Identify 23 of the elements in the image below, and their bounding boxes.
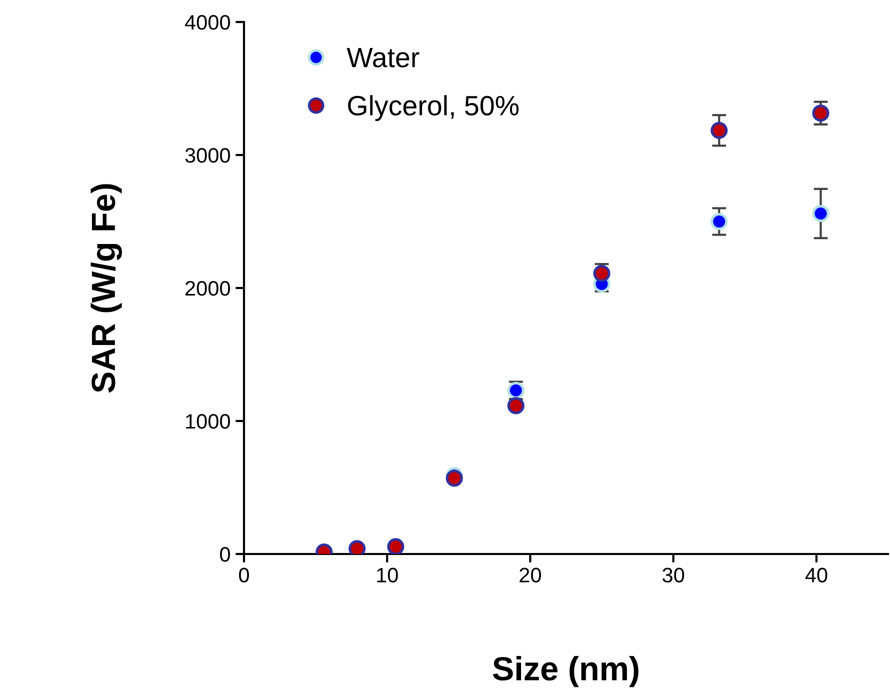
legend-label: Glycerol, 50% — [348, 95, 519, 122]
y-tick-label: 4000 — [184, 15, 230, 30]
y-tick-label: 0 — [220, 547, 230, 562]
x-tick-label: 40 — [805, 568, 828, 582]
point — [710, 212, 728, 230]
x-tick-label: 20 — [520, 568, 541, 582]
x-tick-label: 10 — [377, 568, 398, 582]
point — [812, 104, 830, 122]
x-axis-title: Size (nm) — [492, 656, 638, 688]
y-tick-label: 3000 — [185, 148, 230, 163]
x-tick-label: 30 — [662, 568, 684, 582]
point — [446, 470, 463, 487]
x-tick-label: 0 — [239, 568, 249, 582]
y-tick-label: 2000 — [186, 281, 230, 296]
y-axis-title: SAR (W/g Fe) — [90, 184, 122, 393]
point — [387, 538, 404, 554]
point — [348, 540, 366, 554]
point — [507, 397, 524, 414]
point — [593, 264, 610, 282]
legend-label: Water — [346, 48, 420, 68]
y-tick-label: 1000 — [186, 414, 230, 429]
point — [710, 122, 728, 139]
point — [812, 204, 830, 222]
